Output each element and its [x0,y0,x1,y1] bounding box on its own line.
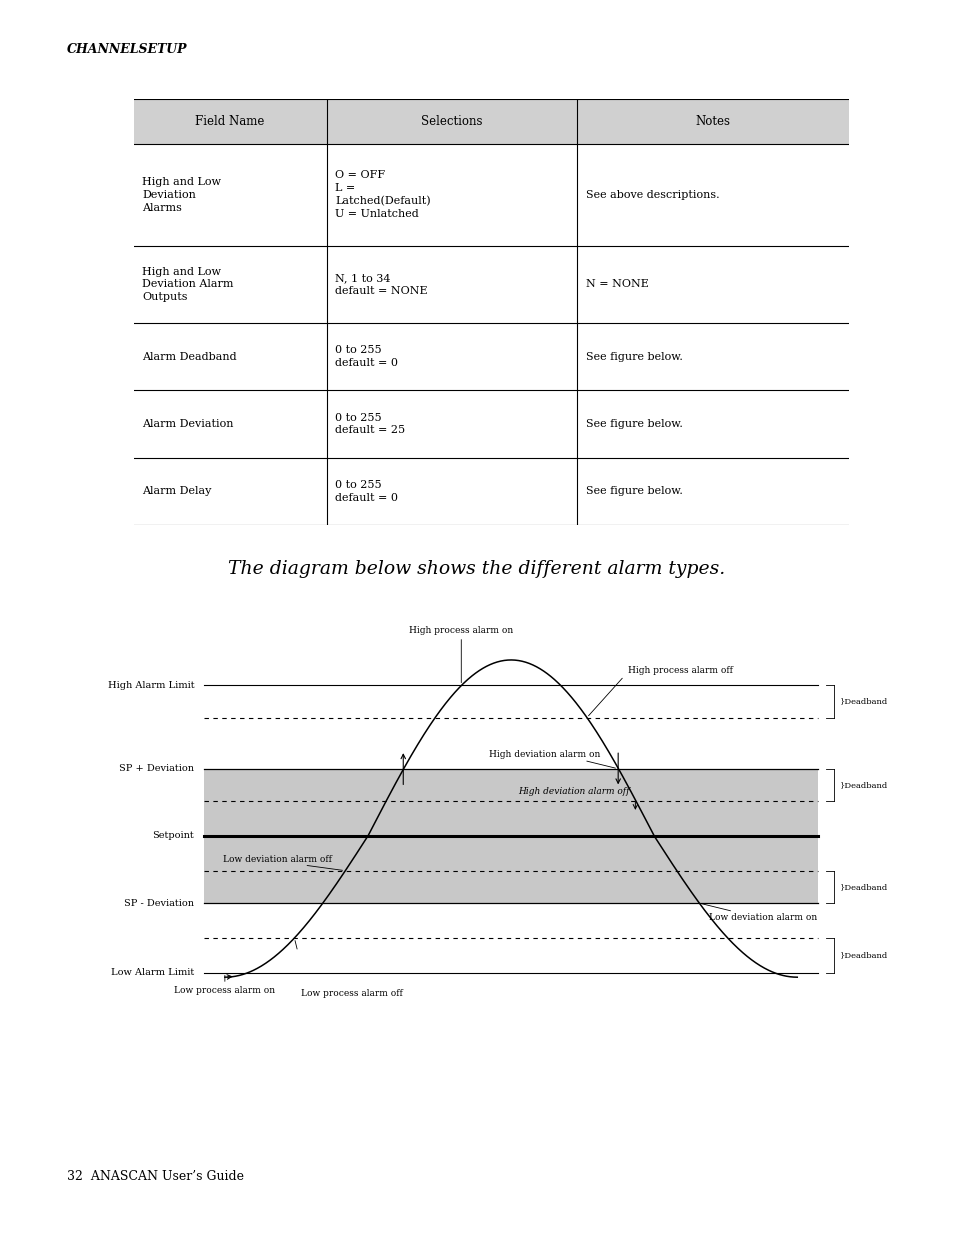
Text: The diagram below shows the different alarm types.: The diagram below shows the different al… [228,559,725,578]
Text: }Deadband: }Deadband [839,781,887,789]
Text: High deviation alarm on: High deviation alarm on [488,750,599,758]
Text: 0 to 255
default = 0: 0 to 255 default = 0 [335,480,398,503]
Text: Alarm Deviation: Alarm Deviation [142,419,233,429]
Text: O = OFF
L =
Latched(Default)
U = Unlatched: O = OFF L = Latched(Default) U = Unlatch… [335,170,431,219]
Text: Alarm Delay: Alarm Delay [142,487,212,496]
Text: See figure below.: See figure below. [585,352,682,362]
Text: Low process alarm on: Low process alarm on [174,986,275,994]
Text: SP + Deviation: SP + Deviation [119,764,194,773]
Text: CHANNELSETUP: CHANNELSETUP [67,43,187,56]
Text: SP - Deviation: SP - Deviation [124,899,194,908]
Text: Field Name: Field Name [195,115,265,127]
Text: }Deadband: }Deadband [839,698,887,705]
Text: N, 1 to 34
default = NONE: N, 1 to 34 default = NONE [335,273,428,296]
Bar [204,768,817,903]
Text: High process alarm off: High process alarm off [627,666,732,674]
Text: High and Low
Deviation
Alarms: High and Low Deviation Alarms [142,177,221,212]
Text: High Alarm Limit: High Alarm Limit [108,680,194,690]
Text: 32  ANASCAN User’s Guide: 32 ANASCAN User’s Guide [67,1170,244,1183]
Text: 0 to 255
default = 0: 0 to 255 default = 0 [335,346,398,368]
Text: N = NONE: N = NONE [585,279,648,289]
Text: }Deadband: }Deadband [839,883,887,890]
Text: Alarm Deadband: Alarm Deadband [142,352,236,362]
Text: Selections: Selections [421,115,482,127]
Text: Low deviation alarm on: Low deviation alarm on [709,914,817,923]
Text: High process alarm on: High process alarm on [409,626,513,635]
Bar [133,99,848,143]
Text: Low deviation alarm off: Low deviation alarm off [222,855,331,863]
Text: 0 to 255
default = 25: 0 to 255 default = 25 [335,412,405,436]
Text: See figure below.: See figure below. [585,487,682,496]
Text: Setpoint: Setpoint [152,831,194,841]
Text: Notes: Notes [695,115,730,127]
Text: High deviation alarm off: High deviation alarm off [517,787,629,795]
Text: Low process alarm off: Low process alarm off [301,989,402,998]
Text: See figure below.: See figure below. [585,419,682,429]
Text: See above descriptions.: See above descriptions. [585,190,719,200]
Text: High and Low
Deviation Alarm
Outputs: High and Low Deviation Alarm Outputs [142,267,233,303]
Text: Low Alarm Limit: Low Alarm Limit [111,968,194,977]
Text: }Deadband: }Deadband [839,951,887,960]
